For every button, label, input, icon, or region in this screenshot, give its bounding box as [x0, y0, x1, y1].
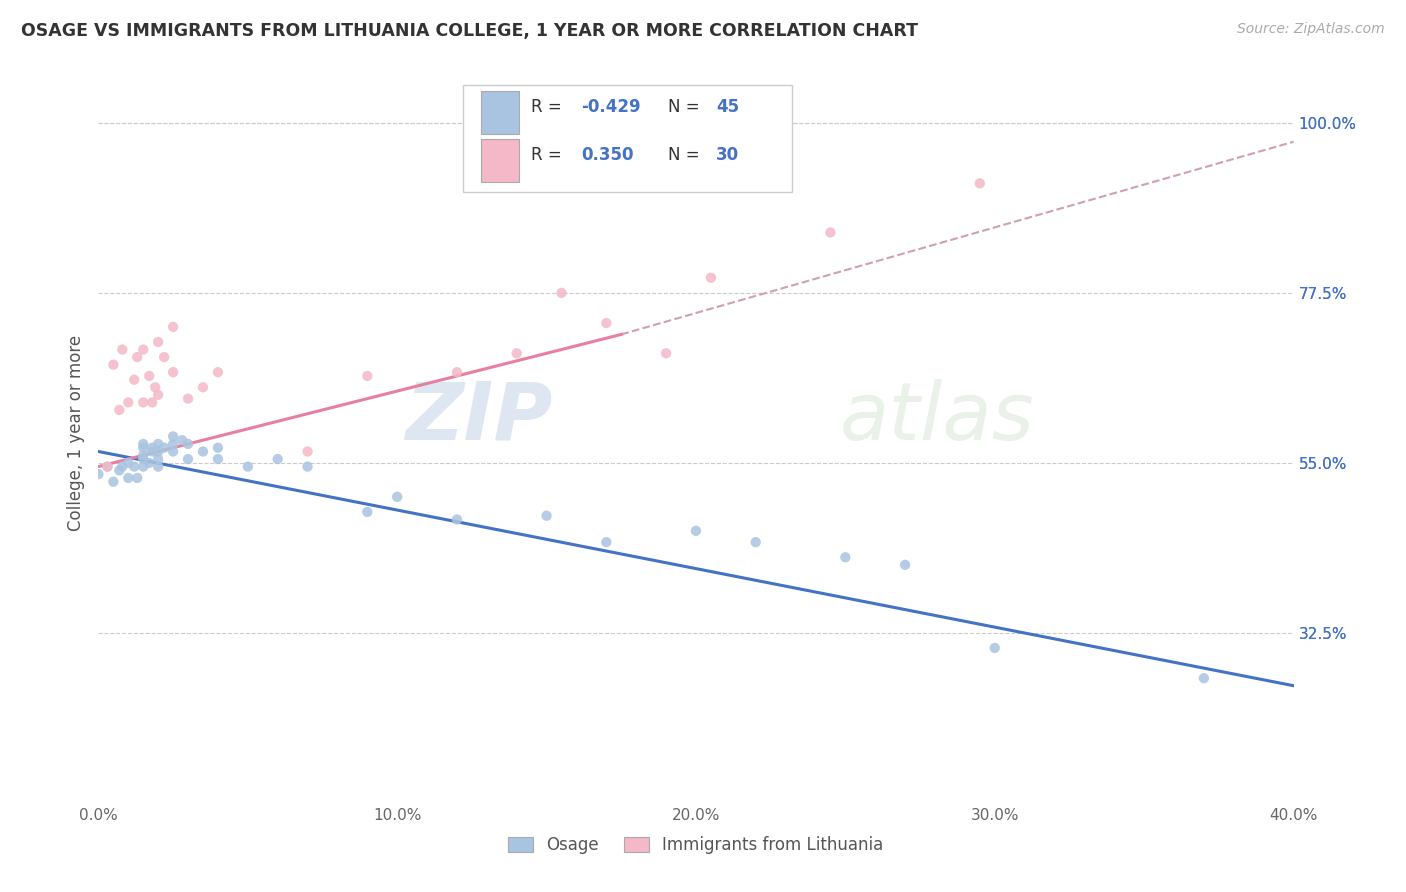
Point: [87, 467, 110, 482]
Point: [162, 437, 184, 451]
Point: [148, 334, 170, 349]
Point: [894, 558, 917, 572]
Point: [984, 640, 1007, 655]
Point: [124, 373, 146, 387]
Point: [111, 459, 134, 474]
Point: [506, 346, 529, 360]
Point: [177, 452, 200, 467]
Point: [236, 459, 259, 474]
Point: [297, 459, 319, 474]
Text: R =: R =: [531, 146, 572, 164]
Point: [1192, 671, 1215, 685]
Point: [141, 395, 163, 409]
Point: [103, 358, 125, 372]
Point: [132, 452, 155, 467]
Point: [356, 505, 378, 519]
Point: [132, 459, 155, 474]
Point: [446, 365, 468, 379]
Point: [132, 437, 155, 451]
Point: [700, 270, 723, 285]
Point: [117, 471, 139, 485]
Point: [536, 508, 558, 523]
Text: ZIP: ZIP: [405, 379, 553, 457]
Point: [132, 441, 155, 455]
Text: 0.350: 0.350: [581, 146, 634, 164]
Text: atlas: atlas: [839, 379, 1035, 457]
Point: [177, 392, 200, 406]
Point: [132, 448, 155, 462]
Point: [356, 368, 378, 383]
Text: Source: ZipAtlas.com: Source: ZipAtlas.com: [1237, 22, 1385, 37]
Point: [162, 319, 184, 334]
Point: [132, 343, 155, 357]
Point: [148, 444, 170, 458]
Point: [138, 456, 160, 470]
Text: OSAGE VS IMMIGRANTS FROM LITHUANIA COLLEGE, 1 YEAR OR MORE CORRELATION CHART: OSAGE VS IMMIGRANTS FROM LITHUANIA COLLE…: [21, 22, 918, 40]
Point: [153, 441, 176, 455]
Point: [297, 444, 319, 458]
Point: [117, 395, 139, 409]
Point: [162, 429, 184, 443]
Point: [141, 444, 163, 458]
Point: [153, 350, 176, 364]
Point: [148, 459, 170, 474]
Point: [820, 226, 842, 240]
Point: [148, 452, 170, 467]
Point: [207, 452, 229, 467]
Point: [655, 346, 678, 360]
Point: [127, 471, 149, 485]
Y-axis label: College, 1 year or more: College, 1 year or more: [66, 334, 84, 531]
Point: [446, 512, 468, 526]
Point: [124, 459, 146, 474]
Point: [267, 452, 290, 467]
FancyBboxPatch shape: [481, 138, 519, 182]
Point: [745, 535, 768, 549]
Text: N =: N =: [668, 146, 706, 164]
Point: [148, 437, 170, 451]
Text: R =: R =: [531, 98, 567, 116]
Point: [96, 459, 118, 474]
Point: [143, 380, 166, 394]
Point: [385, 490, 409, 504]
Point: [834, 550, 856, 565]
Point: [103, 475, 125, 489]
Text: 45: 45: [716, 98, 740, 116]
Point: [207, 441, 229, 455]
Point: [177, 437, 200, 451]
Point: [191, 444, 214, 458]
FancyBboxPatch shape: [463, 85, 792, 192]
Point: [172, 433, 194, 447]
Point: [550, 285, 572, 300]
Point: [111, 343, 134, 357]
Point: [96, 459, 118, 474]
Point: [595, 316, 617, 330]
Point: [191, 380, 214, 394]
Point: [138, 368, 160, 383]
Point: [969, 177, 991, 191]
Text: N =: N =: [668, 98, 706, 116]
Point: [132, 395, 155, 409]
Point: [148, 388, 170, 402]
Legend: Osage, Immigrants from Lithuania: Osage, Immigrants from Lithuania: [502, 830, 890, 861]
Text: 30: 30: [716, 146, 740, 164]
Text: -0.429: -0.429: [581, 98, 641, 116]
Point: [162, 444, 184, 458]
Point: [685, 524, 707, 538]
Point: [162, 365, 184, 379]
FancyBboxPatch shape: [481, 91, 519, 135]
Point: [108, 403, 131, 417]
Point: [141, 441, 163, 455]
Point: [127, 350, 149, 364]
Point: [207, 365, 229, 379]
Point: [595, 535, 617, 549]
Point: [117, 456, 139, 470]
Point: [108, 463, 131, 477]
